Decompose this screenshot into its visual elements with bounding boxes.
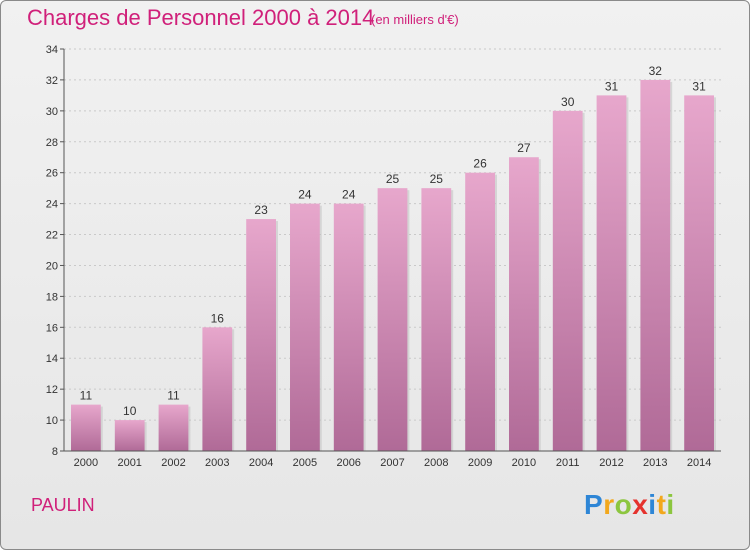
- data-label: 31: [692, 79, 706, 93]
- x-tick-label: 2014: [687, 457, 711, 469]
- bar: [684, 95, 714, 451]
- x-tick-label: 2009: [468, 457, 492, 469]
- x-tick-label: 2003: [205, 457, 229, 469]
- data-label: 32: [649, 64, 663, 78]
- data-label: 24: [342, 188, 356, 202]
- y-tick-label: 20: [46, 260, 58, 272]
- bar: [114, 420, 145, 451]
- axes: [60, 48, 721, 452]
- x-tick-label: 2007: [380, 457, 404, 469]
- y-tick-label: 16: [46, 322, 58, 334]
- x-tick-label: 2008: [424, 457, 448, 469]
- x-tick-label: 2012: [599, 457, 623, 469]
- logo-letter: i: [648, 489, 657, 520]
- bar: [640, 79, 671, 451]
- bar: [290, 203, 320, 451]
- data-label: 27: [517, 141, 531, 155]
- data-label: 25: [386, 172, 400, 186]
- bar: [71, 404, 101, 451]
- data-label: 24: [298, 188, 312, 202]
- y-tick-label: 32: [46, 75, 58, 87]
- bar: [421, 188, 452, 451]
- data-label: 10: [123, 404, 137, 418]
- y-tick-label: 8: [52, 446, 58, 458]
- data-label: 16: [211, 311, 225, 325]
- logo-letter: P: [584, 489, 604, 520]
- chart-subtitle: (en milliers d'€): [371, 12, 459, 27]
- y-tick-label: 30: [46, 106, 58, 118]
- bar: [596, 95, 627, 451]
- bar: [158, 404, 189, 451]
- y-tick-label: 10: [46, 415, 58, 427]
- x-tick-label: 2002: [161, 457, 185, 469]
- bar: [377, 188, 408, 451]
- x-tick-label: 2006: [336, 457, 360, 469]
- y-tick-label: 34: [46, 44, 58, 56]
- data-label: 11: [167, 389, 180, 403]
- x-tick-label: 2013: [643, 457, 667, 469]
- logo-letter: i: [666, 489, 675, 520]
- bar: [333, 203, 364, 451]
- y-tick-label: 28: [46, 137, 58, 149]
- bar: [246, 219, 276, 451]
- x-tick-label: 2001: [117, 457, 141, 469]
- y-tick-label: 22: [46, 230, 58, 242]
- x-tick-label: 2010: [512, 457, 536, 469]
- bar: [465, 172, 495, 451]
- proxiti-logo: Proxiti: [584, 489, 675, 521]
- data-label: 26: [473, 157, 487, 171]
- bars: [71, 79, 716, 451]
- logo-letter: t: [656, 489, 667, 520]
- y-tick-label: 24: [46, 199, 58, 211]
- x-tick-label: 2004: [249, 457, 273, 469]
- bar: [552, 110, 583, 451]
- y-tick-label: 14: [46, 353, 58, 365]
- data-label: 31: [605, 79, 619, 93]
- logo-letter: o: [614, 489, 633, 520]
- y-tick-label: 12: [46, 384, 58, 396]
- x-tick-label: 2011: [556, 457, 580, 469]
- x-tick-label: 2000: [74, 457, 98, 469]
- labels: 8 10 12 14 16 18 20 22 24 26 28 30 32 34 11 2000 10 2001 1…: [46, 44, 712, 469]
- y-tick-label: 26: [46, 168, 58, 180]
- data-label: 30: [561, 95, 575, 109]
- bar: [202, 327, 233, 451]
- data-label: 11: [80, 389, 93, 403]
- x-tick-label: 2005: [293, 457, 317, 469]
- data-label: 23: [254, 203, 268, 217]
- commune-name: PAULIN: [31, 495, 95, 515]
- data-label: 25: [430, 172, 444, 186]
- logo-letter: r: [603, 489, 615, 520]
- bar: [509, 157, 539, 451]
- logo-letter: x: [632, 489, 649, 520]
- chart-title: Charges de Personnel 2000 à 2014: [27, 5, 375, 30]
- y-tick-label: 18: [46, 291, 58, 303]
